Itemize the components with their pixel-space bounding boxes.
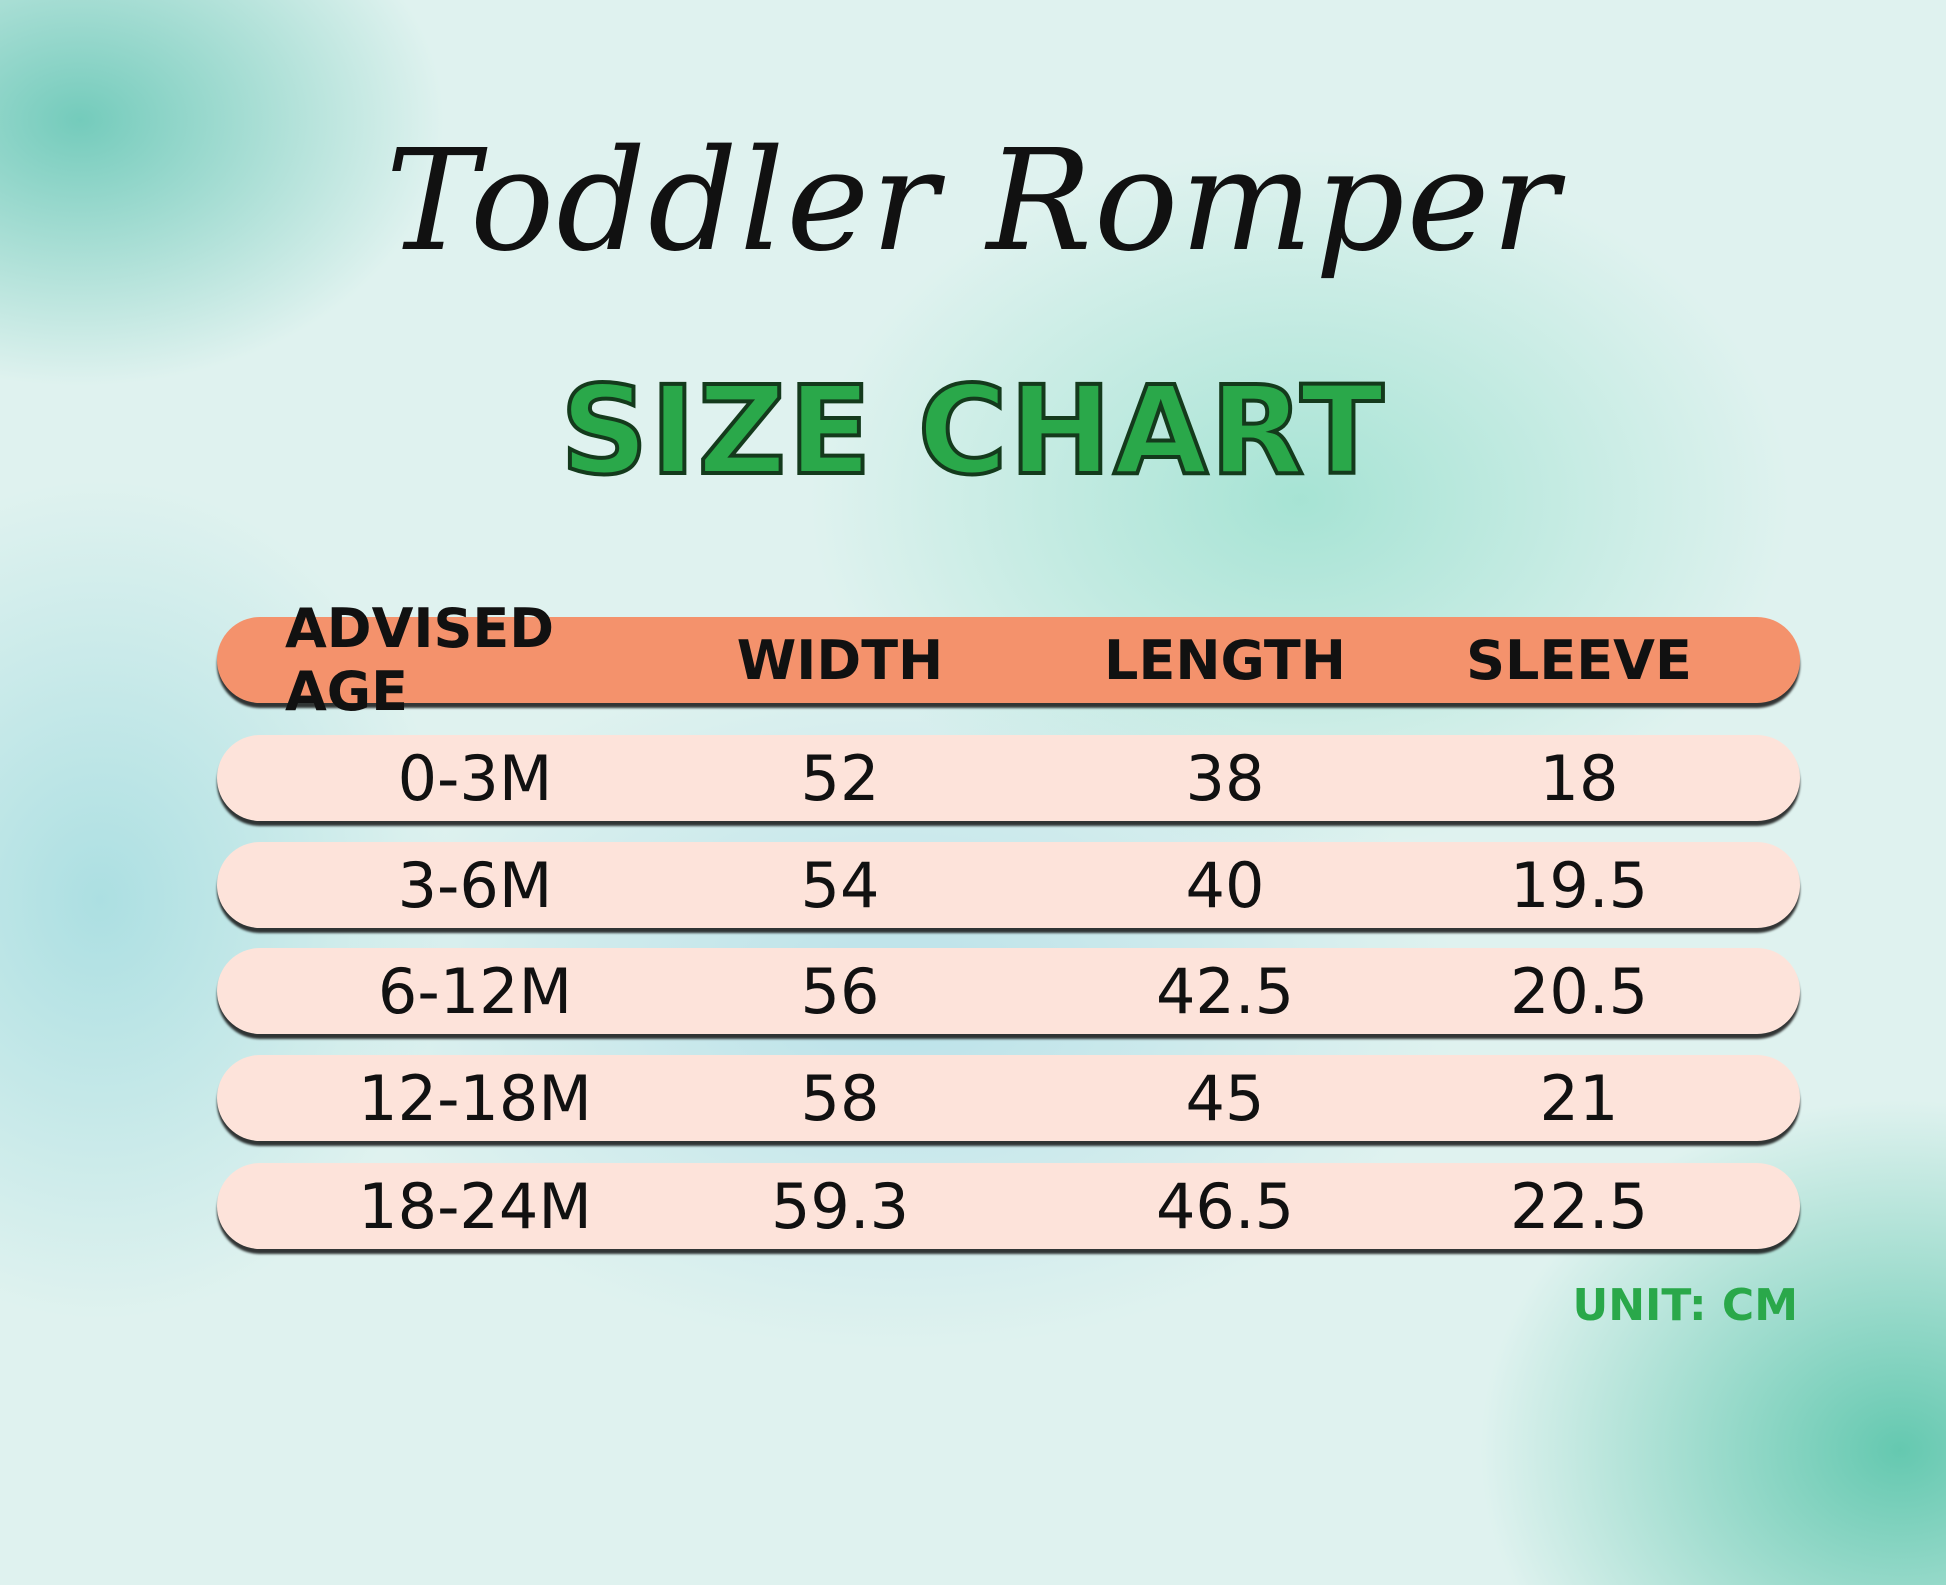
header-width: WIDTH: [736, 628, 944, 692]
header-sleeve: SLEEVE: [1466, 628, 1692, 692]
cell-sleeve: 21: [1539, 1061, 1619, 1135]
cell-width: 54: [800, 848, 880, 922]
cell-length: 45: [1185, 1061, 1265, 1135]
cell-sleeve: 19.5: [1509, 848, 1649, 922]
table-row: 0-3M 52 38 18: [217, 735, 1800, 821]
cell-width: 52: [800, 741, 880, 815]
table-row: 3-6M 54 40 19.5: [217, 842, 1800, 928]
table-row: 18-24M 59.3 46.5 22.5: [217, 1163, 1800, 1249]
chart-subtitle: SIZE CHART: [558, 358, 1386, 504]
cell-age: 18-24M: [358, 1169, 592, 1243]
cell-age: 3-6M: [397, 848, 553, 922]
cell-length: 42.5: [1155, 954, 1295, 1028]
table-row: 12-18M 58 45 21: [217, 1055, 1800, 1141]
header-length: LENGTH: [1104, 628, 1346, 692]
cell-age: 6-12M: [377, 954, 573, 1028]
cell-width: 59.3: [770, 1169, 910, 1243]
cell-width: 56: [800, 954, 880, 1028]
cell-sleeve: 22.5: [1509, 1169, 1649, 1243]
cell-sleeve: 18: [1539, 741, 1619, 815]
cell-length: 40: [1185, 848, 1265, 922]
cell-sleeve: 20.5: [1509, 954, 1649, 1028]
table-header: ADVISED AGE WIDTH LENGTH SLEEVE: [217, 597, 1800, 723]
table-row: 6-12M 56 42.5 20.5: [217, 948, 1800, 1034]
cell-age: 0-3M: [397, 741, 553, 815]
chart-title: Toddler Romper: [385, 120, 1561, 283]
unit-note: UNIT: CM: [1572, 1280, 1798, 1331]
header-advised-age: ADVISED AGE: [285, 597, 555, 723]
cell-length: 46.5: [1155, 1169, 1295, 1243]
cell-width: 58: [800, 1061, 880, 1135]
cell-length: 38: [1185, 741, 1265, 815]
cell-age: 12-18M: [358, 1061, 592, 1135]
